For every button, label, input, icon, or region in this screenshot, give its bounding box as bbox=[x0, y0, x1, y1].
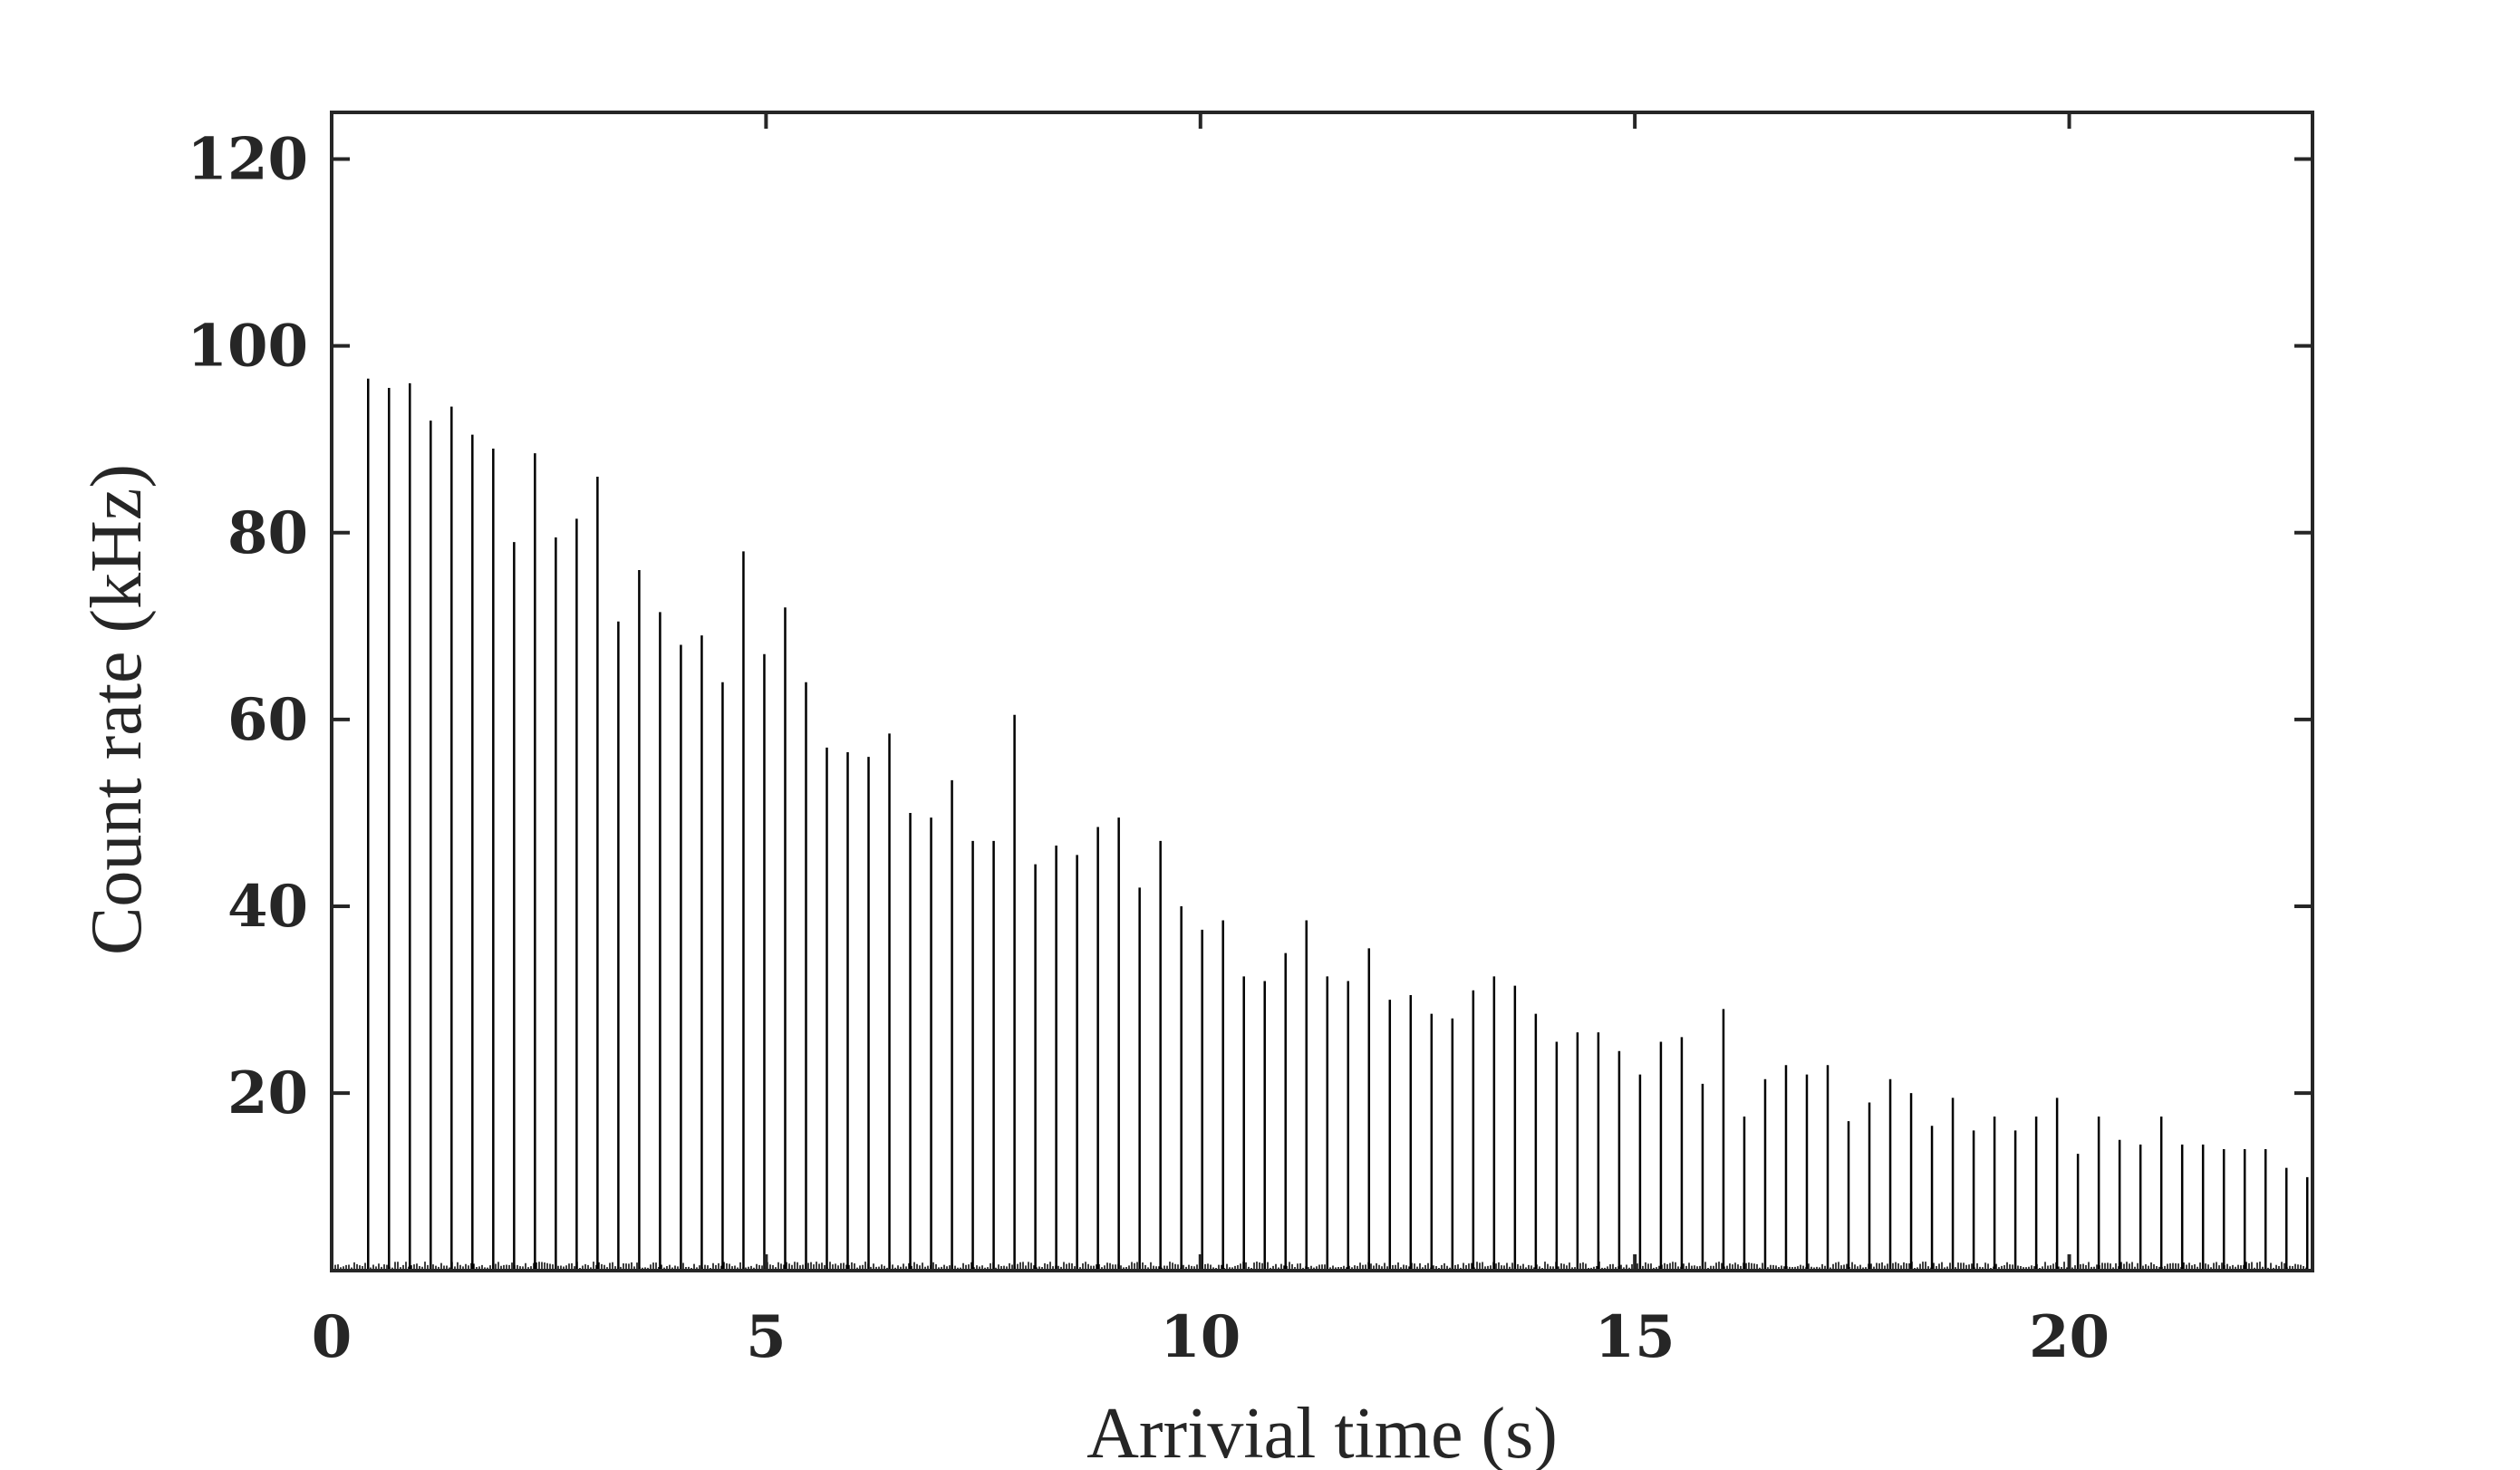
y-tick-label: 100 bbox=[187, 313, 308, 381]
x-tick-label: 10 bbox=[1160, 1303, 1241, 1371]
y-tick-label: 60 bbox=[227, 686, 308, 754]
y-tick-label: 40 bbox=[227, 873, 308, 941]
x-tick-label: 0 bbox=[312, 1303, 352, 1371]
y-axis-title: Count rate (kHz) bbox=[77, 464, 157, 955]
x-tick-label: 20 bbox=[2029, 1303, 2110, 1371]
y-tick-label: 80 bbox=[227, 499, 308, 567]
x-axis-title: Arrivial time (s) bbox=[1086, 1394, 1558, 1470]
noise-path bbox=[334, 1262, 2307, 1270]
spike-series bbox=[367, 378, 2309, 1271]
baseline-noise bbox=[334, 1262, 2307, 1270]
y-tick-label: 120 bbox=[187, 126, 308, 194]
y-tick-label: 20 bbox=[227, 1059, 308, 1127]
plot-frame bbox=[330, 111, 2314, 1272]
x-tick-label: 15 bbox=[1595, 1303, 1675, 1371]
y-axis-ticks: 20 40 60 80 100 120 bbox=[187, 126, 2312, 1127]
x-tick-label: 5 bbox=[746, 1303, 787, 1371]
x-axis-ticks: 0 5 10 15 20 bbox=[312, 112, 2110, 1371]
